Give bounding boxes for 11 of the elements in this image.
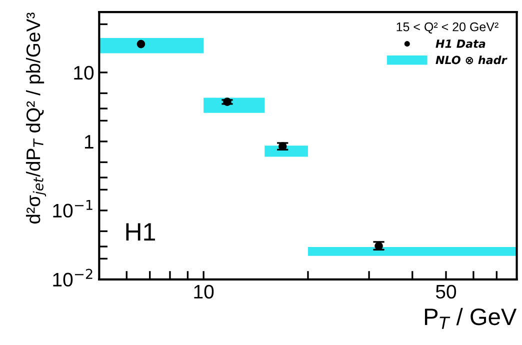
legend-label: H1 Data: [436, 40, 486, 48]
y-tick-label: 10: [74, 66, 94, 80]
y-axis-title: d²σ$_{jet}$/dP$_{T}$ dQ² / pb/GeV³: [26, 12, 46, 224]
x-tick-label: 50: [436, 284, 456, 299]
legend-label: NLO ⊗ hadr: [436, 56, 508, 64]
y-tick-label: 10$^{−1}$: [53, 200, 92, 218]
y-tick-label: 10$^{−2}$: [53, 268, 92, 287]
x-axis-title: P$_{T}$ / GeV: [424, 308, 517, 329]
annotation: H1: [126, 223, 155, 240]
legend-title: 15 < Q² < 20 GeV²: [396, 22, 498, 34]
y-tick-label: 1: [84, 135, 94, 148]
